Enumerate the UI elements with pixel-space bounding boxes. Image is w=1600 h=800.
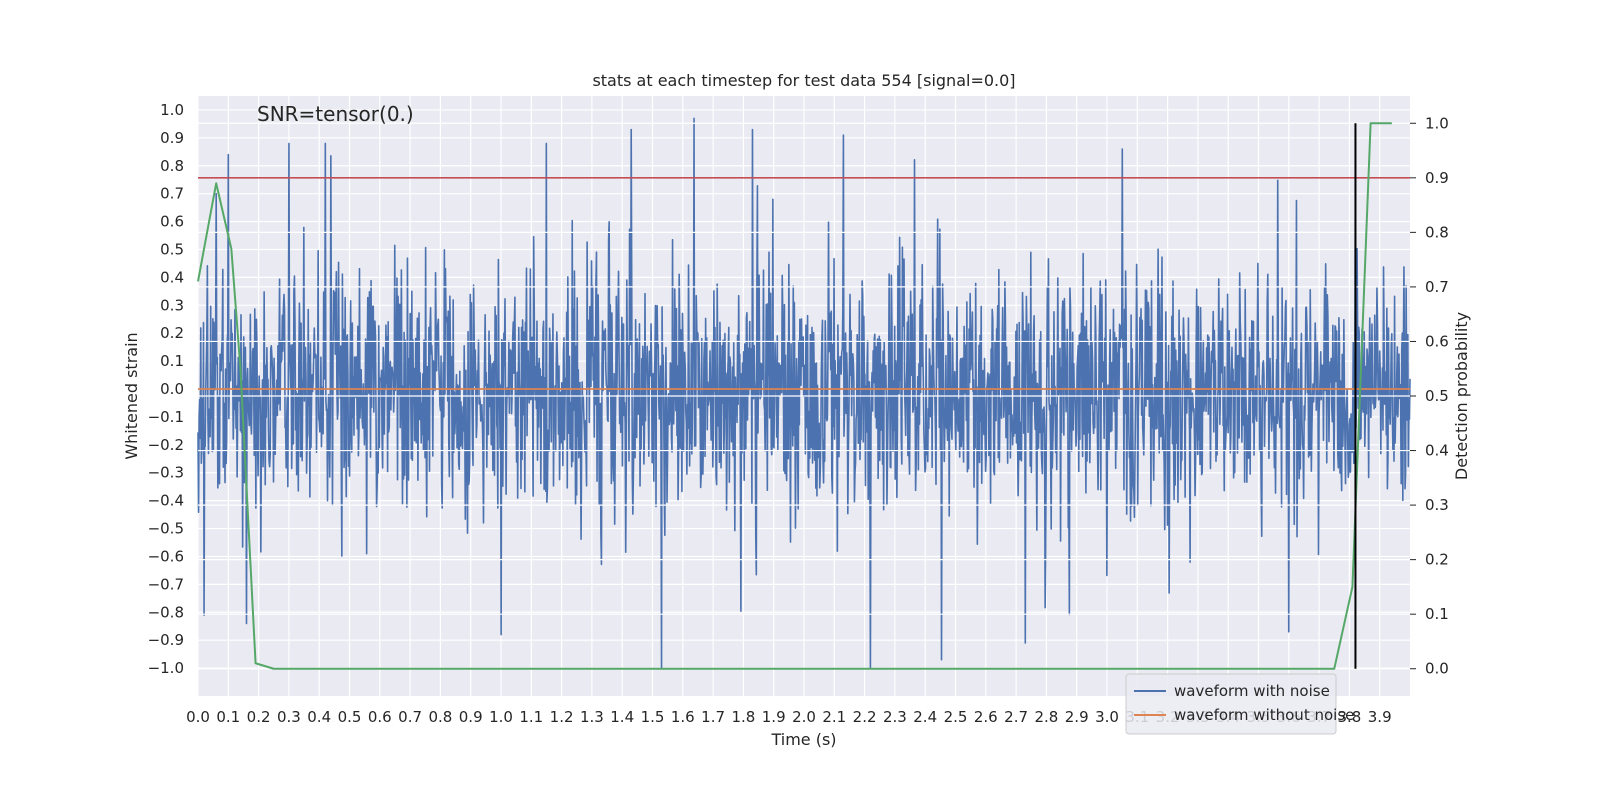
y-tick-label: 0.3 [160,296,184,314]
x-tick-label: 2.4 [913,708,937,726]
legend-label: waveform without noise [1174,706,1354,724]
x-tick-label: 2.3 [883,708,907,726]
y-tick-label: −0.5 [148,520,184,538]
x-tick-label: 0.3 [277,708,301,726]
legend-label: waveform with noise [1174,682,1330,700]
left-axis: 1.0 0.9 0.8 0.7 0.6 0.5 0.4 0.3 0.2 0.1 0.0 −0.1 −0.… [148,101,184,677]
x-tick-label: 2.5 [944,708,968,726]
y-tick-label: 0.1 [160,352,184,370]
y2-tick-label: 0.4 [1425,442,1449,460]
chart-title: stats at each timestep for test data 554… [592,71,1015,90]
x-tick-label: 3.9 [1368,708,1392,726]
x-tick-label: 0.4 [307,708,331,726]
y-tick-label: −0.9 [148,631,184,649]
x-tick-label: 3.0 [1095,708,1119,726]
x-tick-label: 0.8 [428,708,452,726]
y-tick-label: −0.4 [148,492,184,510]
y2-tick-label: 0.3 [1425,496,1449,514]
x-tick-label: 1.8 [731,708,755,726]
x-tick-label: 1.1 [519,708,543,726]
x-tick-label: 0.7 [398,708,422,726]
y2-tick-label: 0.7 [1425,278,1449,296]
x-tick-label: 0.2 [247,708,271,726]
y2-tick-label: 0.1 [1425,605,1449,623]
y-tick-label: 0.2 [160,324,184,342]
x-tick-label: 2.0 [792,708,816,726]
y2-tick-label: 0.6 [1425,332,1449,350]
y-tick-label: 0.4 [160,268,184,286]
legend: waveform with noise waveform without nois… [1125,673,1354,735]
y-tick-label: 0.5 [160,240,184,258]
y-tick-label: −0.3 [148,464,184,482]
x-tick-label: 2.2 [853,708,877,726]
x-tick-label: 0.0 [186,708,210,726]
right-axis: 1.0 0.9 0.8 0.7 0.6 0.5 0.4 0.3 0.2 0.1 0.0 [1410,114,1449,678]
series-waveform-with-noise [197,117,1411,669]
x-tick-label: 1.2 [550,708,574,726]
line-waveform-with-noise [197,117,1411,669]
x-tick-label: 1.9 [762,708,786,726]
y2-tick-label: 0.9 [1425,169,1449,187]
x-tick-label: 0.9 [459,708,483,726]
y-tick-label: −0.7 [148,575,184,593]
y-axis-label: Whitened strain [122,332,141,459]
x-axis-label: Time (s) [770,730,836,749]
x-tick-label: 1.7 [701,708,725,726]
x-tick-label: 1.4 [610,708,634,726]
y-tick-label: −0.1 [148,408,184,426]
x-tick-label: 0.5 [338,708,362,726]
snr-annotation: SNR=tensor(0.) [257,102,414,126]
y-tick-label: 0.8 [160,157,184,175]
x-tick-label: 3.8 [1337,708,1361,726]
y-tick-label: 0.0 [160,380,184,398]
x-tick-label: 2.8 [1034,708,1058,726]
y-tick-label: −1.0 [148,659,184,677]
x-tick-label: 2.1 [822,708,846,726]
y-tick-label: −0.8 [148,603,184,621]
y-tick-label: −0.6 [148,547,184,565]
y-tick-label: 1.0 [160,101,184,119]
x-tick-label: 1.3 [580,708,604,726]
x-tick-label: 1.0 [489,708,513,726]
x-tick-label: 1.5 [641,708,665,726]
y2-tick-label: 1.0 [1425,114,1449,132]
y2-tick-label: 0.2 [1425,551,1449,569]
y-tick-label: −0.2 [148,436,184,454]
y2-axis-label: Detection probability [1452,312,1471,480]
x-tick-label: 2.6 [974,708,998,726]
legend-box [1125,673,1337,735]
y-tick-label: 0.6 [160,213,184,231]
y-tick-label: 0.7 [160,185,184,203]
x-tick-label: 2.7 [1004,708,1028,726]
x-tick-label: 0.1 [216,708,240,726]
overlay-series [197,122,1410,670]
y-tick-label: 0.9 [160,129,184,147]
y2-tick-label: 0.8 [1425,223,1449,241]
y2-tick-label: 0.5 [1425,387,1449,405]
x-tick-label: 0.6 [368,708,392,726]
y2-tick-label: 0.0 [1425,660,1449,678]
x-tick-label: 2.9 [1065,708,1089,726]
x-tick-label: 1.6 [671,708,695,726]
